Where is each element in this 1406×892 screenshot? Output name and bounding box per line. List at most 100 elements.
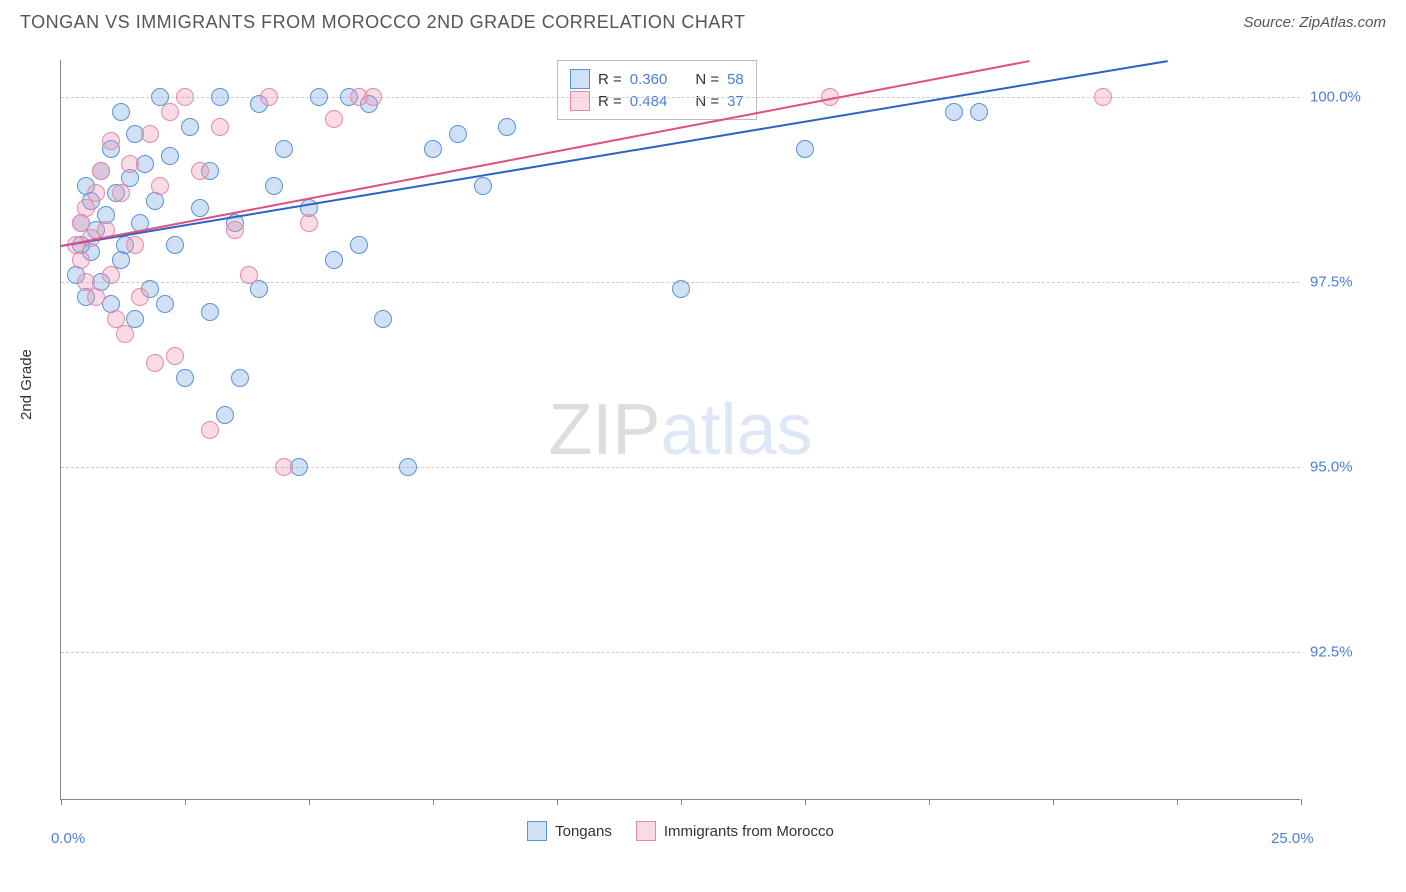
- legend-label: Immigrants from Morocco: [664, 823, 834, 840]
- x-tick: [61, 799, 62, 805]
- legend-item: Immigrants from Morocco: [636, 821, 834, 841]
- scatter-point: [126, 236, 144, 254]
- watermark-zip: ZIP: [548, 390, 660, 470]
- y-tick-label: 92.5%: [1310, 644, 1370, 661]
- scatter-point: [151, 177, 169, 195]
- gridline: [61, 652, 1300, 653]
- scatter-point: [121, 155, 139, 173]
- scatter-point: [325, 251, 343, 269]
- scatter-point: [161, 147, 179, 165]
- x-tick: [929, 799, 930, 805]
- stat-n-value: 58: [727, 71, 744, 88]
- scatter-point: [211, 118, 229, 136]
- scatter-point: [240, 266, 258, 284]
- scatter-point: [498, 118, 516, 136]
- scatter-point: [275, 140, 293, 158]
- y-tick-label: 100.0%: [1310, 89, 1370, 106]
- scatter-point: [1094, 88, 1112, 106]
- chart-title: TONGAN VS IMMIGRANTS FROM MOROCCO 2ND GR…: [20, 12, 746, 33]
- scatter-point: [275, 458, 293, 476]
- gridline: [61, 97, 1300, 98]
- scatter-point: [141, 125, 159, 143]
- stat-n-value: 37: [727, 93, 744, 110]
- scatter-point: [176, 88, 194, 106]
- scatter-point: [364, 88, 382, 106]
- x-tick: [1177, 799, 1178, 805]
- stat-r-value: 0.360: [630, 71, 668, 88]
- scatter-point: [156, 295, 174, 313]
- scatter-point: [216, 406, 234, 424]
- scatter-point: [265, 177, 283, 195]
- scatter-point: [112, 103, 130, 121]
- y-tick-label: 95.0%: [1310, 459, 1370, 476]
- stat-n-label: N =: [695, 93, 719, 110]
- scatter-point: [350, 236, 368, 254]
- legend-swatch: [636, 821, 656, 841]
- scatter-point: [474, 177, 492, 195]
- scatter-point: [325, 110, 343, 128]
- scatter-point: [102, 266, 120, 284]
- scatter-point: [146, 354, 164, 372]
- x-tick: [805, 799, 806, 805]
- chart-plot-area: ZIPatlas R =0.360N =58R =0.484N =37 Tong…: [60, 60, 1300, 800]
- scatter-point: [374, 310, 392, 328]
- scatter-point: [112, 184, 130, 202]
- scatter-point: [166, 347, 184, 365]
- legend-label: Tongans: [555, 823, 612, 840]
- stat-r-value: 0.484: [630, 93, 668, 110]
- x-tick: [681, 799, 682, 805]
- legend-stats-row: R = 0.360 N = 58: [570, 69, 744, 89]
- scatter-point: [72, 251, 90, 269]
- legend-stats-row: R = 0.484 N = 37: [570, 91, 744, 111]
- legend-item: Tongans: [527, 821, 612, 841]
- scatter-point: [87, 184, 105, 202]
- scatter-point: [672, 280, 690, 298]
- scatter-point: [92, 162, 110, 180]
- x-tick: [185, 799, 186, 805]
- stats-legend: R = 0.360 N = 58 R = 0.484 N = 37: [557, 60, 757, 120]
- scatter-point: [161, 103, 179, 121]
- scatter-point: [796, 140, 814, 158]
- scatter-point: [449, 125, 467, 143]
- source-label: Source: ZipAtlas.com: [1243, 14, 1386, 31]
- scatter-point: [310, 88, 328, 106]
- x-tick-label: 0.0%: [51, 830, 85, 847]
- legend-swatch: [570, 91, 590, 111]
- scatter-point: [181, 118, 199, 136]
- scatter-point: [260, 88, 278, 106]
- x-tick: [433, 799, 434, 805]
- scatter-point: [191, 162, 209, 180]
- scatter-point: [201, 421, 219, 439]
- scatter-point: [176, 369, 194, 387]
- x-tick-label: 25.0%: [1271, 830, 1314, 847]
- scatter-point: [87, 288, 105, 306]
- stat-r-label: R =: [598, 71, 622, 88]
- series-legend: Tongans Immigrants from Morocco: [61, 821, 1300, 841]
- scatter-point: [226, 221, 244, 239]
- scatter-point: [102, 132, 120, 150]
- scatter-point: [191, 199, 209, 217]
- y-tick-label: 97.5%: [1310, 274, 1370, 291]
- scatter-point: [250, 280, 268, 298]
- legend-swatch: [570, 69, 590, 89]
- scatter-point: [201, 303, 219, 321]
- watermark: ZIPatlas: [548, 389, 812, 471]
- stat-n-label: N =: [695, 71, 719, 88]
- x-tick: [1053, 799, 1054, 805]
- scatter-point: [300, 214, 318, 232]
- scatter-point: [131, 288, 149, 306]
- scatter-point: [116, 325, 134, 343]
- x-tick: [309, 799, 310, 805]
- stat-r-label: R =: [598, 93, 622, 110]
- scatter-point: [166, 236, 184, 254]
- scatter-point: [399, 458, 417, 476]
- scatter-point: [231, 369, 249, 387]
- watermark-atlas: atlas: [660, 390, 812, 470]
- scatter-point: [970, 103, 988, 121]
- scatter-point: [945, 103, 963, 121]
- scatter-point: [424, 140, 442, 158]
- scatter-point: [211, 88, 229, 106]
- y-axis-label: 2nd Grade: [18, 349, 35, 420]
- x-tick: [557, 799, 558, 805]
- gridline: [61, 467, 1300, 468]
